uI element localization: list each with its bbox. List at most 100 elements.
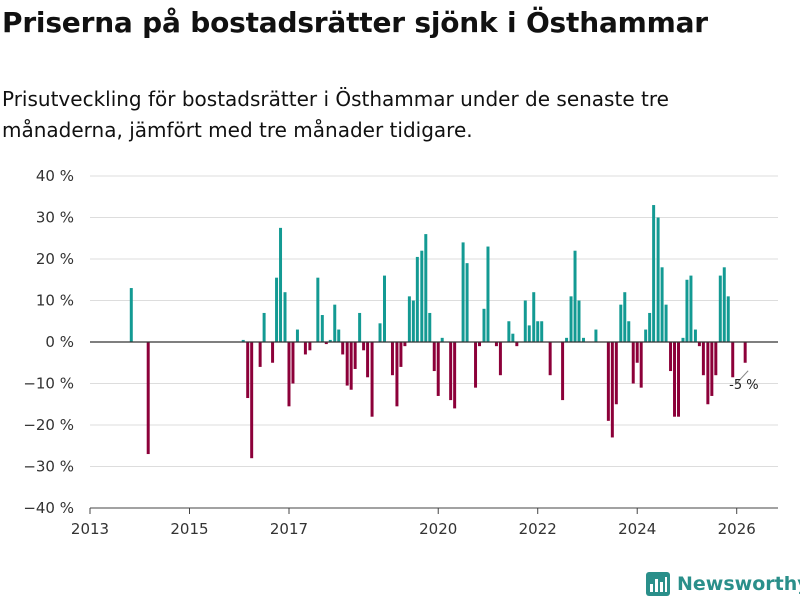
y-tick-label: 10 % (36, 292, 74, 310)
bar (279, 227, 283, 342)
chart-title: Priserna på bostadsrätter sjönk i Östham… (2, 6, 708, 39)
bar (303, 342, 307, 355)
bar (478, 342, 482, 347)
bar (635, 342, 639, 363)
bar (262, 312, 266, 342)
bar (681, 337, 685, 342)
bar (614, 342, 618, 405)
newsworthy-logo-icon (646, 572, 670, 596)
bar (324, 342, 328, 345)
bar (577, 300, 581, 342)
bar (383, 275, 386, 342)
bar (316, 277, 320, 342)
y-tick-label: 20 % (36, 250, 74, 268)
bar (701, 342, 705, 376)
y-tick-label: −30 % (23, 458, 74, 476)
bar (523, 300, 527, 342)
bar (498, 342, 502, 376)
bar (453, 342, 457, 409)
bar (370, 342, 374, 417)
bar (295, 329, 299, 342)
bar (594, 329, 598, 342)
y-tick-label: −40 % (23, 499, 74, 517)
bar (407, 296, 411, 342)
bar (395, 342, 399, 407)
bar (465, 263, 469, 342)
bar (241, 339, 245, 342)
annotations: -5 % (729, 370, 759, 393)
bar (432, 342, 436, 372)
bar (403, 342, 407, 347)
bar (308, 342, 312, 351)
bar (275, 277, 279, 342)
bar (507, 321, 511, 342)
bar (623, 292, 627, 342)
bar (689, 275, 693, 342)
bar (648, 312, 652, 342)
bar (731, 342, 735, 378)
bar (652, 205, 656, 342)
bar (283, 292, 287, 342)
bar (482, 308, 486, 342)
x-tick-label: 2017 (270, 520, 308, 538)
bar (146, 342, 150, 455)
y-tick-label: 0 % (45, 333, 74, 351)
bar (656, 217, 660, 342)
bar (415, 256, 419, 342)
bar (569, 296, 573, 342)
bar (743, 342, 747, 363)
bar (677, 342, 680, 417)
bar (250, 342, 254, 459)
bar (420, 250, 424, 342)
bar (540, 321, 544, 342)
bar (515, 342, 519, 347)
bar (129, 288, 133, 342)
newsworthy-logo-text: Newsworthy (677, 573, 800, 595)
x-tick-label: 2020 (419, 520, 457, 538)
y-tick-label: 40 % (36, 167, 74, 185)
bar (581, 337, 585, 342)
bar (345, 342, 349, 386)
bar (337, 329, 341, 342)
y-axis-ticks: 40 % 30 % 20 % 10 % 0 % −10 % −20 % −30 % −40 % (23, 167, 74, 517)
chart-subtitle: Prisutveckling för bostadsrätter i Östha… (2, 87, 669, 142)
bar (362, 342, 366, 351)
bar (644, 329, 648, 342)
x-axis: 2013 2015 2017 2020 2022 2024 2026 (71, 507, 778, 538)
bar (565, 337, 569, 342)
bar (246, 342, 250, 399)
bar (436, 342, 440, 396)
bar (428, 312, 432, 342)
bar (527, 325, 531, 342)
last-value-annotation: -5 % (729, 378, 758, 393)
bar (714, 342, 718, 376)
bars (129, 205, 747, 459)
bar (639, 342, 643, 388)
bar (627, 321, 631, 342)
x-tick-label: 2024 (618, 520, 656, 538)
bar (328, 339, 332, 342)
bar (258, 342, 262, 367)
bar (494, 342, 498, 347)
bar (424, 234, 428, 342)
bar (449, 342, 453, 401)
bar (561, 342, 565, 401)
bar (548, 342, 552, 376)
bar (664, 304, 668, 342)
bar (320, 315, 324, 342)
x-tick-label: 2013 (71, 520, 109, 538)
bar (726, 296, 730, 342)
bar (390, 342, 394, 376)
bar (706, 342, 710, 405)
newsworthy-logo: Newsworthy (645, 571, 800, 597)
bar (411, 300, 415, 342)
bar (271, 342, 275, 363)
bar (291, 342, 295, 384)
bar (573, 250, 577, 342)
bar (486, 246, 490, 342)
bar (722, 267, 726, 342)
bar (619, 304, 623, 342)
annotation-leader (734, 370, 749, 386)
bar (536, 321, 540, 342)
